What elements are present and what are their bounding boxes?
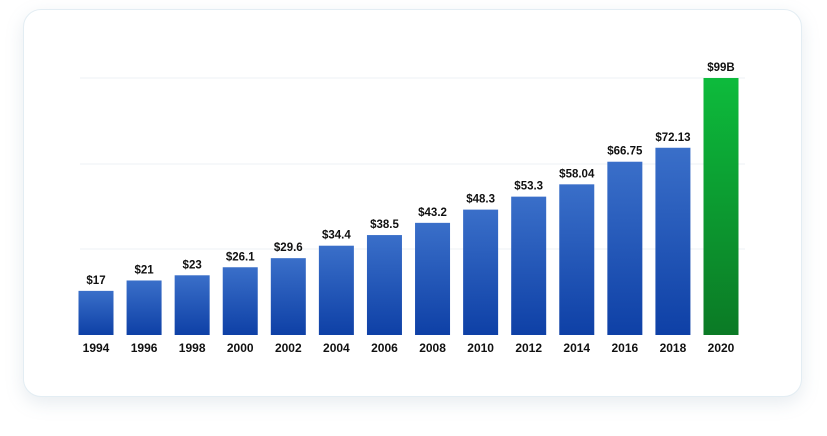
bars — [78, 78, 739, 335]
value-label-2000: $26.1 — [226, 251, 255, 263]
x-tick-1994: 1994 — [83, 341, 110, 355]
value-label-1998: $23 — [183, 259, 202, 271]
value-label-2014: $58.04 — [559, 168, 595, 180]
value-labels: $17 $21 $23 $26.1 $29.6 $34.4 $38.5 $43.2 $48.3 $… — [86, 62, 734, 287]
x-tick-2004: 2004 — [323, 341, 350, 355]
x-tick-1996: 1996 — [131, 341, 158, 355]
x-tick-2014: 2014 — [563, 341, 590, 355]
value-label-2018: $72.13 — [655, 132, 690, 144]
value-label-2010: $48.3 — [466, 194, 495, 206]
value-label-2016: $66.75 — [607, 146, 643, 158]
x-tick-2002: 2002 — [275, 341, 302, 355]
x-tick-2000: 2000 — [227, 341, 254, 355]
bar-2000 — [222, 267, 258, 335]
x-tick-2008: 2008 — [419, 341, 446, 355]
x-tick-2012: 2012 — [515, 341, 542, 355]
bar-2004 — [318, 245, 354, 335]
value-label-2004: $34.4 — [322, 230, 351, 242]
x-tick-2020: 2020 — [708, 341, 735, 355]
bar-2018 — [655, 147, 691, 335]
x-tick-2006: 2006 — [371, 341, 398, 355]
value-label-2012: $53.3 — [514, 181, 543, 193]
value-label-2006: $38.5 — [370, 219, 399, 231]
x-tick-2018: 2018 — [660, 341, 687, 355]
bar-2010 — [463, 209, 499, 335]
bar-2016 — [607, 161, 643, 335]
bar-2014 — [559, 184, 595, 335]
value-label-2020: $99B — [707, 62, 735, 74]
value-label-2008: $43.2 — [418, 207, 447, 219]
value-label-2002: $29.6 — [274, 242, 303, 254]
bar-2006 — [366, 235, 402, 335]
value-label-1996: $21 — [134, 264, 154, 276]
bar-2002 — [270, 258, 306, 335]
x-tick-2010: 2010 — [467, 341, 494, 355]
bar-1996 — [126, 280, 162, 335]
value-label-1994: $17 — [86, 275, 105, 287]
bar-2012 — [511, 196, 547, 335]
bar-2020 — [703, 78, 739, 335]
bar-1998 — [174, 275, 210, 335]
x-tick-2016: 2016 — [611, 341, 638, 355]
x-axis-ticks: 1994 1996 1998 2000 2002 2004 2006 2008 2010 2012… — [83, 341, 735, 355]
bar-2008 — [415, 222, 451, 335]
grid-lines — [80, 77, 745, 250]
x-tick-1998: 1998 — [179, 341, 206, 355]
bar-1994 — [78, 290, 114, 335]
